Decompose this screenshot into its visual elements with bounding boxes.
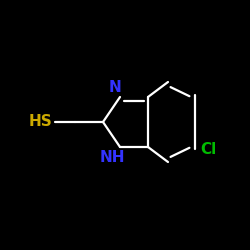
Text: Cl: Cl	[200, 142, 216, 156]
Text: NH: NH	[99, 150, 125, 165]
Text: N: N	[108, 80, 122, 95]
Text: HS: HS	[28, 114, 52, 130]
